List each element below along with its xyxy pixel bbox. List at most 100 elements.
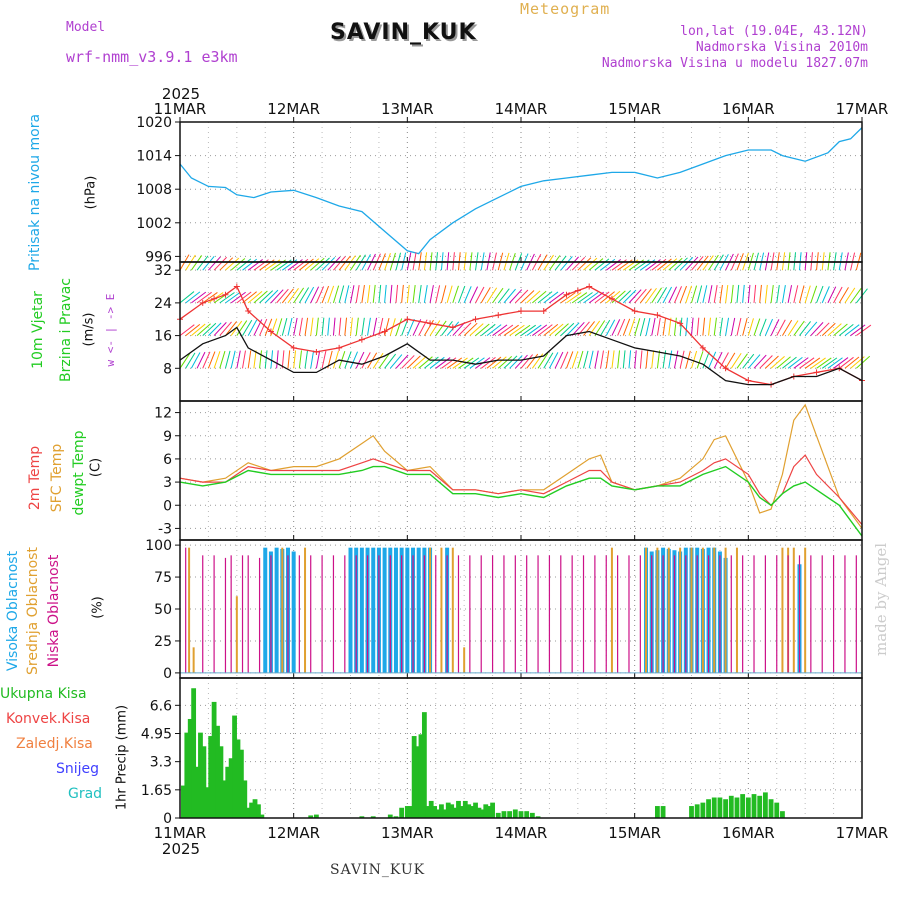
- wind-arrow: [702, 285, 708, 303]
- wind-gust-marker: [608, 295, 615, 302]
- dewpt-line: [179, 465, 863, 537]
- wind-gust-line: [179, 285, 863, 386]
- wind-arrow: [668, 286, 678, 304]
- wind-arrow: [514, 354, 528, 369]
- wind-arrow: [441, 321, 453, 336]
- x-year-top: 2025: [162, 85, 200, 103]
- precip-bar: [762, 792, 768, 818]
- pressure-tick-label: 996: [145, 249, 172, 265]
- wind-gust-marker: [540, 308, 547, 315]
- wind-arrow: [361, 317, 365, 336]
- wind-arrow: [202, 322, 217, 336]
- wind-arrow: [384, 284, 387, 303]
- precip-bar: [404, 806, 410, 818]
- high-cloud-bar: [348, 547, 353, 673]
- precip-bar: [198, 732, 203, 818]
- high-cloud-bar: [291, 551, 296, 673]
- wind-arrow: [622, 350, 626, 369]
- low-cloud-bar: [582, 555, 585, 673]
- mid-cloud-bar: [690, 547, 693, 673]
- wind-arrow: [179, 353, 191, 369]
- wind-arrow: [515, 324, 531, 336]
- wind-arrow: [668, 317, 672, 336]
- grad-legend: Grad: [68, 786, 103, 802]
- wind-arrow: [537, 291, 553, 304]
- wind-arrow: [838, 356, 854, 369]
- wind-arrow: [344, 285, 350, 303]
- wind-arrow: [776, 284, 780, 303]
- wind-arrow: [395, 318, 403, 336]
- precip-bar: [518, 811, 524, 818]
- low-cloud-bar: [503, 555, 505, 673]
- wind-arrow: [281, 350, 285, 369]
- wind-gust-marker: [518, 308, 524, 315]
- wind-arrow: [418, 356, 433, 369]
- precip-bar: [245, 807, 251, 818]
- wind-arrow: [247, 319, 258, 336]
- wind-arrow: [509, 289, 523, 304]
- wind-arrow: [787, 252, 791, 271]
- wind-arrow: [424, 356, 439, 369]
- wind-arrow: [264, 350, 268, 369]
- wind-arrow: [497, 324, 514, 336]
- wind-arrow: [566, 292, 582, 304]
- wind-arrow: [844, 356, 860, 369]
- wind-arrow: [577, 292, 593, 304]
- wind-arrow: [213, 322, 227, 336]
- lonlat-label: lon,lat (19.04E, 43.12N): [680, 24, 868, 39]
- precip-bar: [486, 806, 492, 818]
- wind-arrow: [600, 291, 615, 304]
- wind-arrow: [208, 256, 221, 271]
- snow-legend: Snijeg: [56, 761, 100, 777]
- precip-bar: [462, 800, 468, 818]
- precip-bar: [204, 787, 210, 818]
- wind-arrow: [401, 355, 415, 369]
- wind-arrow: [395, 354, 409, 369]
- low-cloud-bar: [719, 555, 721, 673]
- precip-bar: [529, 812, 535, 818]
- wind-arrow: [287, 350, 291, 369]
- wind-arrow: [583, 321, 595, 336]
- wind-arrow: [708, 285, 713, 303]
- wind-gust-marker: [222, 291, 229, 298]
- precip-bar: [768, 799, 774, 818]
- wind-arrow: [332, 285, 340, 304]
- wind-arrow: [321, 257, 336, 271]
- wind-arrow: [270, 289, 284, 304]
- wind-arrow: [810, 357, 826, 369]
- wind-arrow: [605, 350, 610, 369]
- wind-arrow: [503, 355, 518, 369]
- wind-arrow: [634, 350, 637, 369]
- x-tick-label-top: 14MAR: [495, 100, 548, 118]
- mid-cloud-bar: [781, 547, 784, 673]
- wind-gust-marker: [495, 312, 502, 319]
- low-cloud-bar: [605, 555, 607, 673]
- precip-bar: [442, 809, 448, 818]
- low-cloud-bar: [855, 555, 857, 673]
- wind-arrow: [361, 284, 365, 303]
- wind-arrow: [406, 355, 421, 369]
- precip-bar: [411, 736, 417, 818]
- x-tick-label-bottom: 11MAR: [154, 824, 207, 842]
- low-cloud-bar: [332, 555, 335, 673]
- high-cloud-bar: [371, 547, 376, 673]
- wind-arrow: [190, 255, 203, 271]
- precip-bar: [469, 806, 475, 818]
- wind-arrow: [486, 356, 502, 369]
- wind-arrow: [600, 258, 616, 271]
- wind-arrow: [367, 284, 371, 303]
- wind-arrow: [202, 351, 211, 369]
- wind-arrow: [685, 256, 699, 271]
- wind-arrow: [600, 350, 604, 369]
- x-tick-label-bottom: 17MAR: [836, 824, 889, 842]
- wind-arrow: [423, 252, 428, 271]
- low-cloud-bar: [446, 555, 448, 673]
- low-cloud-bar: [230, 555, 232, 673]
- precip-bar: [425, 806, 431, 818]
- wind-arrow: [185, 324, 201, 336]
- mid-cloud-bar: [804, 547, 807, 673]
- precip-bar: [314, 814, 319, 818]
- wind-arrow: [418, 284, 422, 303]
- wind-arrow: [463, 322, 478, 336]
- precip-bar: [490, 802, 495, 818]
